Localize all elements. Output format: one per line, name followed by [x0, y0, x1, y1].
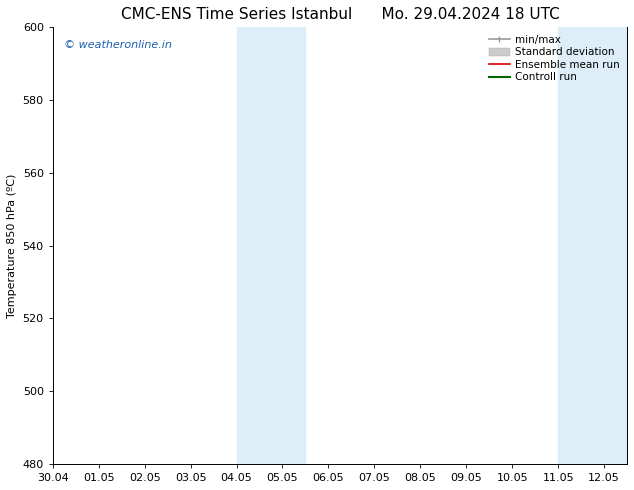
- Text: © weatheronline.in: © weatheronline.in: [64, 40, 172, 50]
- Title: CMC-ENS Time Series Istanbul      Mo. 29.04.2024 18 UTC: CMC-ENS Time Series Istanbul Mo. 29.04.2…: [120, 7, 559, 22]
- Y-axis label: Temperature 850 hPa (ºC): Temperature 850 hPa (ºC): [7, 173, 17, 318]
- Bar: [558, 27, 627, 464]
- Bar: [236, 27, 306, 464]
- Legend: min/max, Standard deviation, Ensemble mean run, Controll run: min/max, Standard deviation, Ensemble me…: [487, 32, 622, 84]
